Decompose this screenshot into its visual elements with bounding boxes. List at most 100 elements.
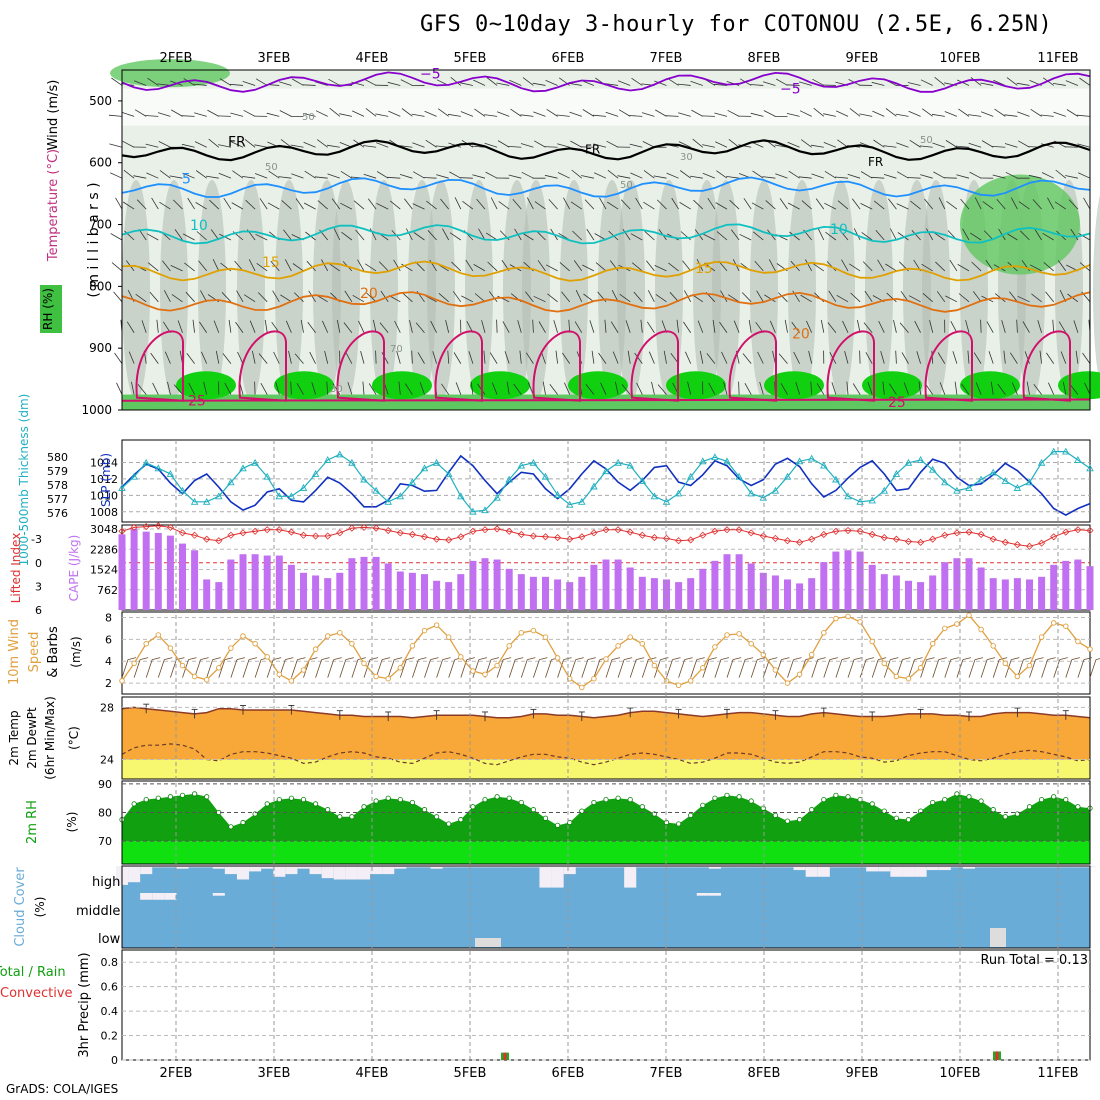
wind-barb [134, 109, 147, 117]
wind-barb [914, 320, 921, 333]
wind-barb [750, 659, 758, 678]
rh-point [833, 792, 839, 798]
wind-barb [885, 108, 897, 117]
wind-barb [548, 199, 558, 210]
rh-point [1051, 794, 1057, 800]
wind-tick-label: 2 [105, 677, 112, 690]
cape-bar [747, 563, 755, 610]
cloud-bar [236, 866, 250, 880]
wind-speed-point [736, 631, 742, 637]
wind-barb [213, 320, 220, 333]
thickness-point [1049, 447, 1058, 455]
lifted-point [554, 534, 562, 542]
wind-barb [968, 114, 982, 117]
wind-barb [340, 170, 353, 179]
rh-point [748, 798, 754, 804]
wind-barb [1065, 659, 1073, 678]
wind-barb [1030, 108, 1042, 117]
wind-barb [631, 77, 643, 86]
wind-barb [592, 114, 607, 117]
rh-point [1039, 797, 1045, 803]
wind-barb [586, 228, 595, 241]
wind-barb [151, 197, 159, 210]
wind-barb [347, 382, 353, 395]
isotherm-line [121, 291, 1091, 313]
rh-point [506, 795, 512, 801]
rh-blob [198, 180, 226, 400]
wind-barb [315, 81, 328, 86]
rh-point [240, 819, 246, 826]
rh-contour-label: 50 [302, 112, 315, 123]
wind-barb [911, 230, 921, 241]
wind-speed-point [1002, 660, 1009, 667]
wind-barb-flag [866, 657, 875, 660]
slp-tick-label: 1012 [90, 473, 118, 486]
lifted-point [1038, 539, 1046, 547]
wind-barb [839, 229, 849, 241]
wind-barb [671, 197, 679, 210]
date-label-top: 4FEB [356, 51, 389, 66]
wind-barb [676, 319, 679, 333]
lifted-point [505, 527, 513, 535]
wind-barb [595, 262, 607, 272]
wind-tick-label: 4 [105, 655, 112, 668]
wind-barb [315, 110, 328, 117]
wind-barb [358, 320, 365, 333]
wind-speed-point [579, 684, 585, 691]
wind-barb-flag [914, 657, 923, 660]
wind-speed-point [954, 621, 960, 627]
thickness-point [1062, 447, 1070, 455]
lifted-point [227, 531, 235, 539]
wind-barb [583, 293, 595, 303]
lifted-point [590, 529, 598, 537]
wind-barb [164, 351, 171, 364]
wind-barb [806, 320, 813, 333]
cloud-bar [394, 866, 407, 869]
cloud-bar [188, 866, 201, 868]
wind-barb [249, 320, 256, 333]
rh-moist-core [372, 371, 432, 400]
wind-barb [618, 109, 631, 117]
wind-barb [145, 143, 159, 148]
wind-barb-flag [248, 657, 258, 660]
wind-barb [877, 259, 885, 272]
wind-barb [946, 200, 958, 210]
rh-point [809, 807, 815, 813]
wind-barb [1052, 319, 1055, 333]
cape-bar [771, 575, 779, 610]
rh-tick-label: 70 [98, 835, 112, 848]
wind-barb [1032, 199, 1042, 210]
wind-barb [937, 352, 946, 364]
wind-barb-flag [394, 657, 403, 660]
wind-barb [617, 80, 631, 86]
rh-point [688, 812, 694, 818]
thickness-point [457, 492, 465, 500]
lifted-point [626, 528, 634, 536]
thickness-point [590, 482, 598, 490]
wind-barb [1075, 350, 1079, 364]
lifted-point [142, 523, 150, 531]
rh-point [421, 807, 428, 813]
thickness-point [263, 472, 271, 480]
dry-layer [122, 88, 1090, 126]
slp-tick-label: 1010 [90, 489, 118, 502]
wind-barb [184, 262, 195, 272]
cloud-bar [575, 866, 588, 868]
precip-total-label: Total / Rain [0, 965, 66, 980]
wind-barb [569, 659, 577, 678]
rh-point [300, 797, 307, 803]
wind-speed-point [724, 632, 730, 638]
wind-speed-point [179, 662, 186, 669]
rh-point [905, 817, 912, 823]
wind-barb-flag [357, 657, 366, 660]
wind-barb [956, 174, 970, 179]
wind-barb [478, 228, 486, 241]
cape-bar [445, 582, 453, 610]
wind-barb [254, 659, 262, 678]
rh2m-unit: (%) [65, 812, 79, 833]
wind-barb-flag [490, 657, 500, 660]
wind-barb [775, 659, 782, 678]
temp2m-label: 2m Temp [7, 710, 21, 765]
thickness-point [444, 469, 453, 477]
rh-moist-core [862, 371, 922, 400]
